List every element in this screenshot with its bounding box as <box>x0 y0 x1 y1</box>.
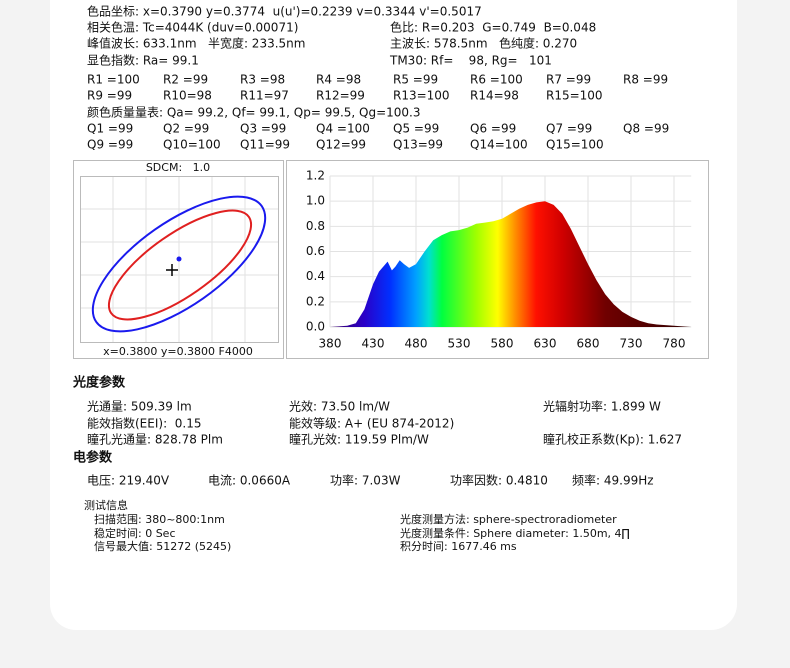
field: 色品坐标: x=0.3790 y=0.3774 u(u')=0.2239 v=0… <box>87 5 482 19</box>
field: 主波长: 578.5nm 色纯度: 0.270 <box>390 36 577 51</box>
x-tick-label: 380 <box>319 337 342 351</box>
field: Q10=100 <box>163 138 221 152</box>
field: Q7 =99 <box>546 122 592 136</box>
field: R6 =100 <box>470 73 523 87</box>
x-tick-label: 730 <box>620 337 643 351</box>
field: R8 =99 <box>623 73 668 87</box>
field: 能效等级: A+ (EU 874-2012) <box>289 416 454 431</box>
sdcm-title: SDCM: 1.0 <box>146 161 210 174</box>
point <box>176 256 182 262</box>
section-title: 电参数 <box>73 450 113 466</box>
y-tick-label: 0.6 <box>306 244 325 258</box>
y-tick-label: 0.2 <box>306 294 325 308</box>
field: Q13=99 <box>393 138 443 152</box>
field: 光辐射功率: 1.899 W <box>543 399 661 414</box>
field: 能效指数(EEI): 0.15 <box>87 416 201 431</box>
field: 瞳孔光效: 119.59 Plm/W <box>289 432 429 447</box>
field: 光效: 73.50 lm/W <box>289 399 390 414</box>
field: 积分时间: 1677.46 ms <box>400 540 517 553</box>
field: R1 =100 <box>87 73 140 87</box>
field: Q12=99 <box>316 138 366 152</box>
target <box>166 264 178 276</box>
y-tick-label: 0.0 <box>306 320 325 334</box>
field: Q1 =99 <box>87 122 133 136</box>
field: 峰值波长: 633.1nm 半宽度: 233.5nm <box>87 36 305 51</box>
field: 功率因数: 0.4810 <box>450 473 548 488</box>
ellipse-inner <box>107 209 253 321</box>
section-title: 光度参数 <box>72 375 126 391</box>
field: Q2 =99 <box>163 122 209 136</box>
field: Q15=100 <box>546 138 604 152</box>
x-tick-label: 430 <box>362 337 385 351</box>
field: R10=98 <box>163 89 212 103</box>
field: R11=97 <box>240 89 289 103</box>
field: 色比: R=0.203 G=0.749 B=0.048 <box>390 21 596 35</box>
field: Q4 =100 <box>316 122 370 136</box>
field: 光度测量条件: Sphere diameter: 1.50m, 4∏ <box>400 526 630 540</box>
field: R4 =98 <box>316 73 361 87</box>
y-tick-label: 1.2 <box>306 169 325 183</box>
field: 频率: 49.99Hz <box>572 473 654 488</box>
y-tick-label: 1.0 <box>306 194 325 208</box>
field: Q14=100 <box>470 138 528 152</box>
field: 扫描范围: 380~800:1nm <box>94 512 225 526</box>
field: Q3 =99 <box>240 122 286 136</box>
sdcm-label: x=0.3800 y=0.3800 F4000 <box>103 345 253 358</box>
field: R9 =99 <box>87 89 132 103</box>
text-layer: 色品坐标: x=0.3790 y=0.3774 u(u')=0.2239 v=0… <box>72 5 682 554</box>
field: 电流: 0.0660A <box>208 474 291 488</box>
section-title: 测试信息 <box>84 498 128 512</box>
field: R13=100 <box>393 89 450 103</box>
x-tick-label: 780 <box>663 337 686 351</box>
field: R7 =99 <box>546 73 591 87</box>
x-tick-label: 530 <box>448 337 471 351</box>
field: 光度测量方法: sphere-spectroradiometer <box>400 512 617 526</box>
field: TM30: Rf= 98, Rg= 101 <box>389 54 552 68</box>
field: R15=100 <box>546 89 603 103</box>
field: Q9 =99 <box>87 138 133 152</box>
field: 瞳孔校正系数(Kp): 1.627 <box>543 432 682 447</box>
x-tick-label: 630 <box>534 337 557 351</box>
y-tick-label: 0.8 <box>306 219 325 233</box>
field: 颜色质量量表: Qa= 99.2, Qf= 99.1, Qp= 99.5, Qg… <box>87 105 421 120</box>
field: 显色指数: Ra= 99.1 <box>87 53 199 68</box>
x-tick-label: 680 <box>577 337 600 351</box>
x-tick-label: 580 <box>491 337 514 351</box>
field: 光通量: 509.39 lm <box>87 400 192 414</box>
field: Q11=99 <box>240 138 290 152</box>
field: R12=99 <box>316 89 365 103</box>
field: Q8 =99 <box>623 122 669 136</box>
field: 电压: 219.40V <box>87 474 170 488</box>
field: R2 =99 <box>163 73 208 87</box>
field: Q5 =99 <box>393 122 439 136</box>
field: 功率: 7.03W <box>330 473 401 488</box>
y-tick-label: 0.4 <box>306 269 325 283</box>
field: 信号最大值: 51272 (5245) <box>94 539 231 553</box>
field: 稳定时间: 0 Sec <box>94 526 176 540</box>
spectrum-area <box>330 201 692 327</box>
field: 相关色温: Tc=4044K (duv=0.00071) <box>87 21 298 35</box>
ellipse-outer <box>91 195 267 333</box>
field: Q6 =99 <box>470 122 516 136</box>
field: R3 =98 <box>240 73 285 87</box>
field: 瞳孔光通量: 828.78 Plm <box>87 432 223 447</box>
field: R5 =99 <box>393 73 438 87</box>
field: R14=98 <box>470 89 519 103</box>
x-tick-label: 480 <box>405 337 428 351</box>
